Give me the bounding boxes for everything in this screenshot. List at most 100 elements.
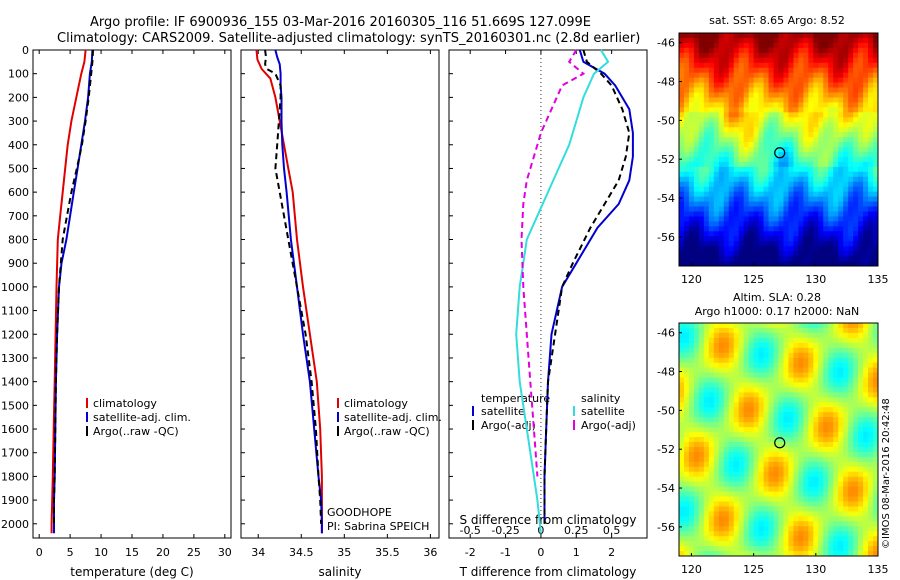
map-cell	[813, 506, 819, 512]
map-cell	[679, 112, 685, 118]
x-tick-label: -2	[465, 546, 476, 559]
map-cell	[698, 246, 705, 252]
map-cell	[703, 536, 710, 542]
map-cell	[848, 87, 854, 93]
map-cell	[848, 347, 854, 354]
map-cell	[688, 342, 695, 349]
map-cell	[679, 151, 685, 158]
map-cell	[838, 402, 844, 408]
map-cell	[718, 201, 725, 207]
map-cell	[793, 461, 799, 468]
y-tick-label: 1800	[1, 470, 29, 483]
map-cell	[703, 332, 710, 339]
map-cell	[748, 511, 755, 517]
map-cell	[848, 161, 854, 168]
map-cell	[838, 102, 844, 108]
map-cell	[763, 521, 769, 527]
map-cell	[713, 496, 720, 502]
map-cell	[783, 496, 789, 502]
map-cell	[758, 261, 764, 267]
map-cell	[783, 466, 789, 473]
map-cell	[868, 526, 874, 532]
map-cell	[828, 256, 834, 262]
map-cell	[703, 327, 710, 334]
map-cell	[863, 211, 869, 217]
map-cell	[698, 161, 705, 168]
map-cell	[853, 137, 859, 143]
map-cell	[708, 176, 715, 183]
map-cell	[828, 481, 834, 487]
map-cell	[833, 186, 839, 193]
map-cell	[833, 441, 839, 448]
map-cell	[813, 221, 819, 227]
map-cell	[873, 33, 879, 39]
map-cell	[698, 511, 705, 517]
map-cell	[873, 206, 879, 212]
map-cell	[818, 461, 824, 468]
map-cell	[683, 357, 690, 364]
map-cell	[843, 102, 849, 108]
map-cell	[833, 347, 839, 354]
map-cell	[763, 132, 769, 138]
map-cell	[833, 261, 839, 267]
map-cell	[683, 166, 690, 173]
map-cell	[873, 246, 879, 252]
map-cell	[713, 441, 720, 448]
map-cell	[788, 122, 794, 128]
map-cell	[833, 337, 839, 344]
map-cell	[753, 437, 760, 443]
map-cell	[683, 161, 690, 168]
map-cell	[713, 526, 720, 532]
map-cell	[863, 72, 869, 79]
map-cell	[848, 432, 854, 438]
map-cell	[813, 476, 819, 483]
map-cell	[803, 176, 809, 183]
map-cell	[833, 102, 839, 108]
map-cell	[838, 231, 844, 237]
map-cell	[703, 516, 710, 522]
map-cell	[828, 516, 834, 522]
map-cell	[723, 551, 730, 557]
map-cell	[743, 142, 750, 148]
map-cell	[763, 201, 769, 207]
map-cell	[743, 446, 750, 453]
map-cell	[853, 377, 859, 383]
map-cell	[679, 191, 685, 197]
map-cell	[778, 347, 784, 354]
map-cell	[708, 427, 715, 433]
map-cell	[813, 372, 819, 378]
map-cell	[853, 332, 859, 339]
map-cell	[763, 432, 769, 438]
map-cell	[679, 221, 685, 227]
map-cell	[818, 456, 824, 463]
map-cell	[803, 377, 809, 383]
map-cell	[763, 446, 769, 453]
map-cell	[813, 246, 819, 252]
map-cell	[863, 337, 869, 344]
map-cell	[813, 132, 819, 138]
map-cell	[713, 201, 720, 207]
map-cell	[838, 147, 844, 153]
map-cell	[773, 402, 779, 408]
map-cell	[688, 107, 695, 113]
map-cell	[693, 531, 700, 537]
map-cell	[808, 231, 814, 237]
map-cell	[743, 501, 750, 507]
map-cell	[728, 72, 735, 79]
map-cell	[873, 67, 879, 74]
map-cell	[833, 486, 839, 492]
map-cell	[748, 226, 755, 232]
map-cell	[688, 97, 695, 103]
map-cell	[838, 397, 844, 403]
map-cell	[723, 112, 730, 118]
map-cell	[753, 441, 760, 448]
map-cell	[843, 432, 849, 438]
map-cell	[773, 221, 779, 227]
map-cell	[768, 201, 774, 207]
map-cell	[738, 536, 745, 542]
map-cell	[803, 357, 809, 364]
map-cell	[853, 206, 859, 212]
map-cell	[688, 446, 695, 453]
map-cell	[723, 546, 730, 552]
map-cell	[743, 206, 750, 212]
